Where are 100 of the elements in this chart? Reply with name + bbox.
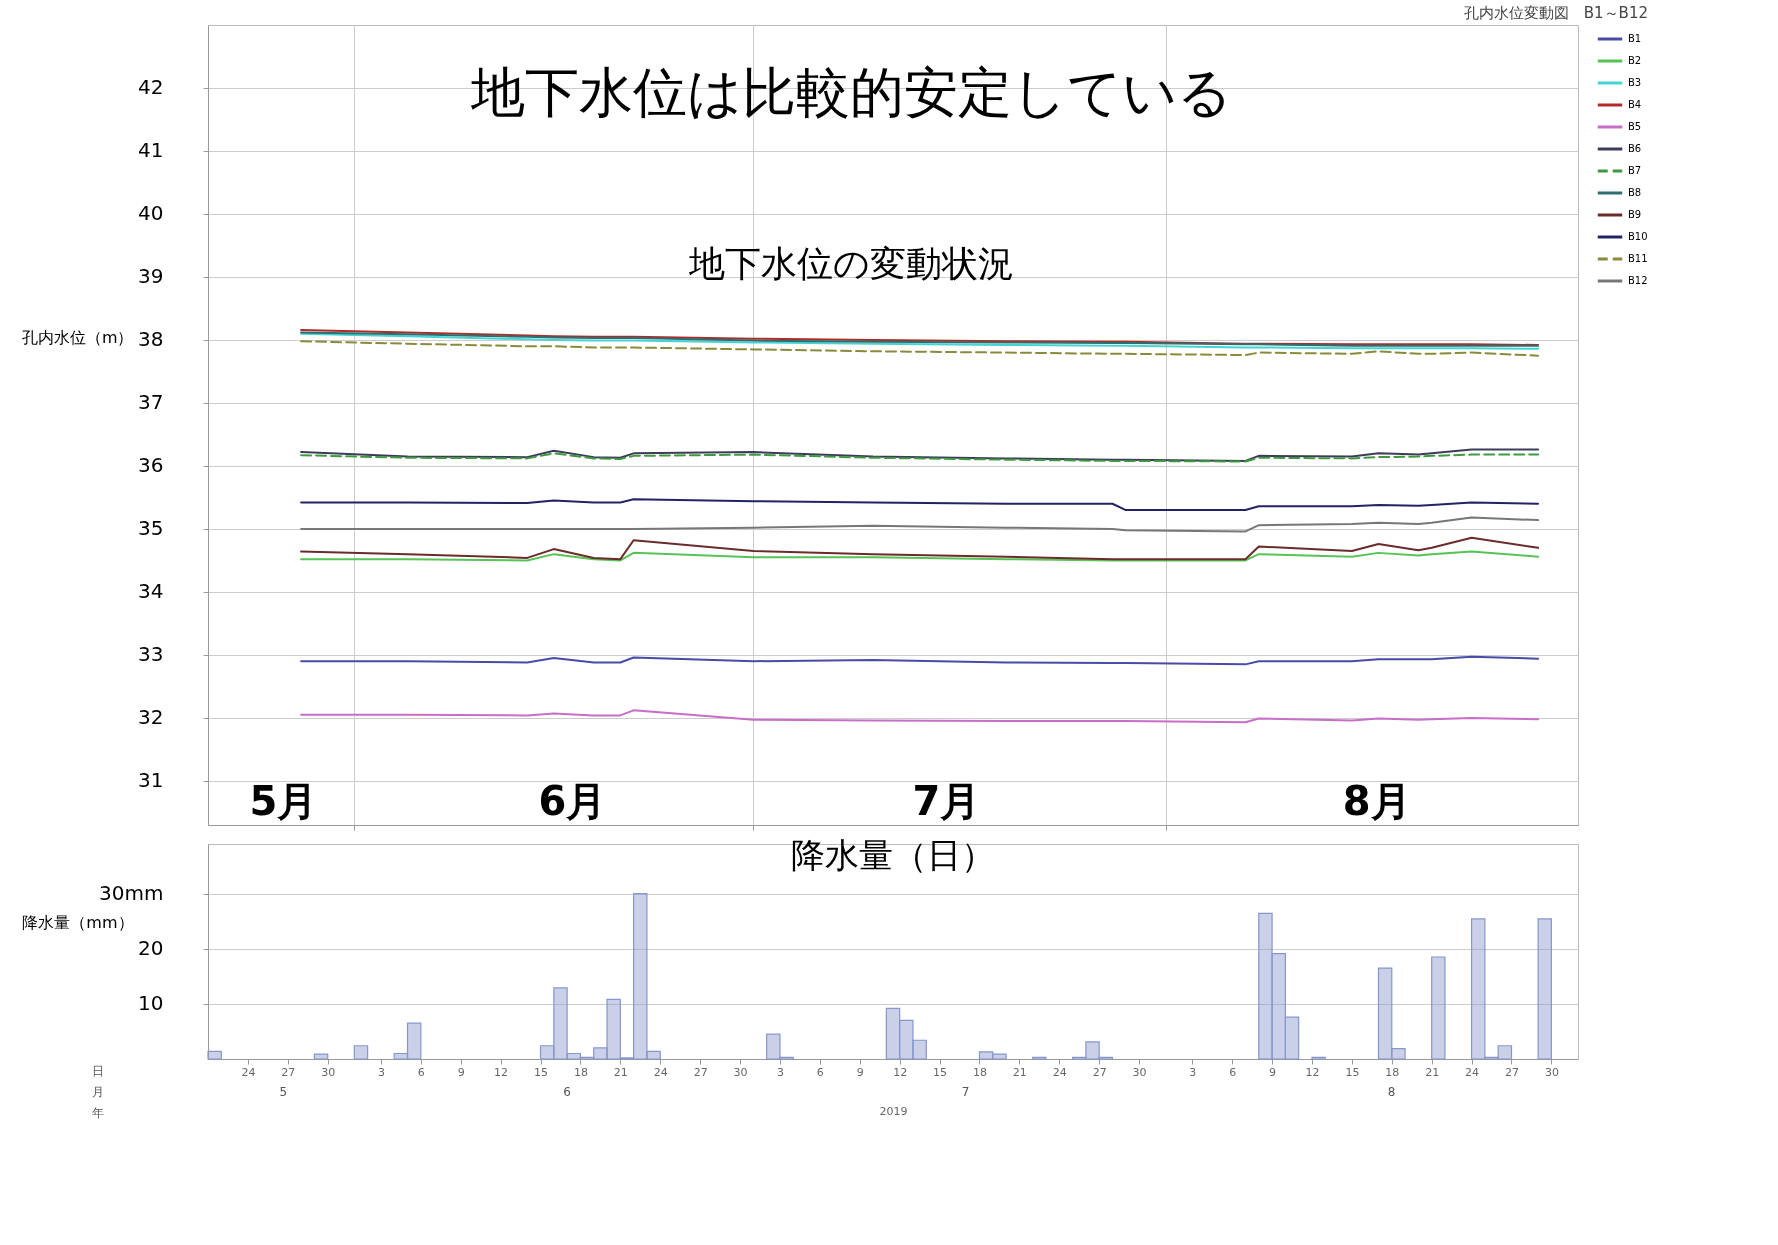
annotation: 7月: [912, 778, 981, 824]
line-series: [300, 452, 1540, 463]
bar: [593, 1047, 608, 1060]
bar: [207, 1050, 222, 1060]
bar: [393, 1052, 409, 1060]
x-tick-label: 12: [1305, 1065, 1320, 1079]
bar: [1284, 1016, 1300, 1060]
annotation: 8月: [1342, 778, 1411, 824]
x-tick-label: 18: [972, 1065, 987, 1079]
bar: [633, 893, 648, 1060]
x-tick-label: 30: [321, 1065, 336, 1079]
x-axis-title: 2019: [879, 1104, 908, 1118]
line-series: [300, 550, 1540, 562]
legend-label: B1: [1628, 33, 1642, 44]
y-tick-label: 36: [138, 453, 164, 478]
x-tick-label: 18: [1385, 1065, 1400, 1079]
line-series: [300, 516, 1540, 533]
legend-label: B5: [1628, 121, 1642, 132]
bar: [1258, 912, 1273, 1060]
x-tick-label: 21: [1425, 1065, 1440, 1079]
legend-label: B11: [1628, 253, 1648, 264]
x-tick-label: 3: [776, 1065, 784, 1079]
y-tick-label: 32: [138, 705, 164, 730]
bar: [885, 1007, 901, 1060]
x-tick-label: 18: [573, 1065, 588, 1079]
y-axis-title: 孔内水位（m）: [21, 327, 134, 347]
bar: [912, 1039, 927, 1060]
legend-label: B6: [1628, 143, 1642, 154]
legend-label: B12: [1628, 275, 1648, 286]
line-series: [300, 655, 1540, 666]
bar: [899, 1019, 914, 1060]
y-tick-label: 34: [138, 579, 164, 604]
x-tick-label: 6: [417, 1065, 425, 1079]
y-tick-label: 33: [138, 642, 164, 667]
bar: [1377, 967, 1393, 1060]
bar: [1431, 956, 1446, 1060]
x-tick-label: 15: [1345, 1065, 1360, 1079]
y-tick-label: 42: [138, 75, 164, 100]
legend-label: B4: [1628, 99, 1642, 110]
bar: [992, 1053, 1007, 1060]
text: 5: [279, 1085, 288, 1099]
text: 年: [92, 1106, 104, 1120]
bar: [606, 998, 621, 1060]
bar: [406, 1022, 422, 1060]
x-tick-label: 27: [1505, 1065, 1519, 1079]
x-tick-label: 15: [933, 1065, 948, 1079]
x-tick-label: 30: [1132, 1065, 1147, 1079]
x-tick-label: 6: [1229, 1065, 1237, 1079]
x-tick-label: 30: [1544, 1065, 1559, 1079]
y-tick-label: 37: [138, 390, 164, 415]
bar: [766, 1033, 781, 1060]
text: 7: [961, 1085, 970, 1099]
legend-label: B8: [1628, 187, 1642, 198]
bar: [353, 1045, 369, 1060]
annotation: 地下水位の変動状況: [688, 243, 1015, 284]
x-tick-label: 15: [534, 1065, 549, 1079]
chart-title: 孔内水位変動図 B1～B12: [1463, 4, 1648, 22]
x-tick-label: 21: [1012, 1065, 1027, 1079]
x-tick-label: 24: [1465, 1065, 1480, 1079]
x-tick-label: 27: [1092, 1065, 1107, 1079]
x-tick-label: 24: [653, 1065, 668, 1079]
bar: [646, 1050, 661, 1060]
x-tick-label: 12: [494, 1065, 509, 1079]
y-tick-label: 10: [138, 991, 164, 1016]
annotation: 地下水位は比較的安定している: [470, 61, 1233, 124]
text: 6: [563, 1085, 571, 1099]
x-tick-label: 24: [1052, 1065, 1067, 1079]
y-tick-label: 41: [138, 138, 164, 163]
chart-title: 降水量（日）: [791, 835, 995, 875]
x-tick-label: 12: [893, 1065, 908, 1079]
x-tick-label: 9: [856, 1065, 864, 1079]
bar: [553, 987, 568, 1060]
bar: [566, 1052, 582, 1060]
x-tick-label: 9: [457, 1065, 465, 1079]
line-series: [300, 536, 1540, 561]
x-tick-label: 30: [733, 1065, 748, 1079]
x-tick-label: 21: [613, 1065, 628, 1079]
bar: [978, 1051, 994, 1060]
bar: [539, 1045, 555, 1060]
x-tick-label: 27: [281, 1065, 296, 1079]
annotation: 6月: [538, 778, 607, 824]
x-tick-label: 24: [241, 1065, 256, 1079]
text: 月: [92, 1085, 104, 1099]
x-tick-label: 6: [816, 1065, 824, 1079]
bar: [1391, 1047, 1406, 1060]
y-tick-label: 40: [138, 201, 164, 226]
bar: [1271, 953, 1286, 1060]
legend-label: B7: [1628, 165, 1642, 176]
legend-label: B9: [1628, 209, 1642, 220]
legend-label: B3: [1628, 77, 1642, 88]
legend-label: B2: [1628, 55, 1642, 66]
line-series: [300, 448, 1540, 462]
y-tick-label: 35: [138, 516, 164, 541]
bar: [313, 1053, 329, 1060]
line-series: [300, 340, 1540, 357]
x-tick-label: 9: [1269, 1065, 1277, 1079]
text: 日: [92, 1064, 104, 1078]
y-tick-label: 20: [138, 936, 164, 961]
y-tick-label: 31: [138, 768, 164, 793]
bar: [1085, 1041, 1100, 1060]
